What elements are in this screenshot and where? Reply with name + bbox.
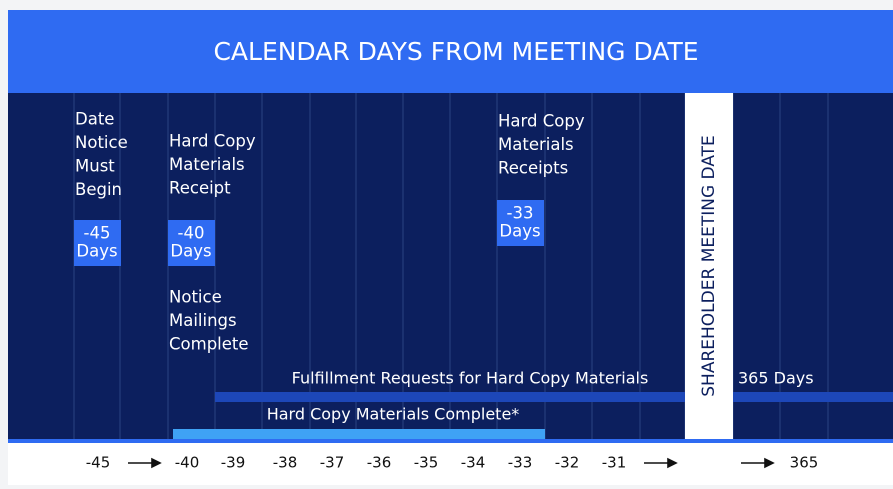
meeting-column [685, 93, 733, 440]
axis-label: -36 [367, 454, 392, 472]
badge-text: Days [170, 242, 211, 261]
axis-label: -45 [86, 454, 111, 472]
fulfillment-bar [215, 392, 685, 402]
bar-end-label: 365 Days [738, 369, 814, 388]
axis-label: -33 [508, 454, 533, 472]
milestone-note: Notice [169, 288, 222, 307]
milestone-note: Mailings [169, 311, 237, 330]
milestone-note: Complete [169, 335, 249, 354]
milestone-text: Notice [75, 133, 128, 152]
baseline [8, 439, 893, 443]
milestone-text: Materials [169, 155, 245, 174]
milestone-text: Receipts [498, 159, 568, 178]
milestone-text: Must [75, 157, 115, 176]
axis-label: -40 [175, 454, 200, 472]
complete-bar [173, 429, 545, 439]
bar-label: Hard Copy Materials Complete* [267, 405, 520, 424]
axis-label: 365 [790, 454, 819, 472]
arrows [128, 457, 775, 469]
milestone-text: Hard Copy [169, 132, 256, 151]
badge-text: Days [76, 242, 117, 261]
axis-label: -35 [414, 454, 439, 472]
axis-label: -34 [461, 454, 486, 472]
badge [74, 220, 121, 266]
axis-label: -37 [320, 454, 345, 472]
milestone-text: Begin [75, 180, 122, 199]
header-title: CALENDAR DAYS FROM MEETING DATE [213, 37, 698, 66]
badge [497, 200, 544, 246]
axis-label: -32 [555, 454, 580, 472]
milestone-text: Receipt [169, 179, 231, 198]
axis-label: -31 [602, 454, 627, 472]
header-bar [8, 10, 893, 93]
meeting-label: SHAREHOLDER MEETING DATE [699, 135, 719, 397]
badge-text: -45 [84, 224, 111, 243]
axis-band [8, 443, 893, 485]
fulfillment-bar [733, 392, 893, 402]
badge-text: Days [499, 222, 540, 241]
milestone-text: Hard Copy [498, 112, 585, 131]
milestone-text: Materials [498, 135, 574, 154]
axis-label: -39 [221, 454, 246, 472]
milestone-text: Date [75, 110, 114, 129]
badge [168, 220, 215, 266]
axis-label: -38 [273, 454, 298, 472]
bar-label: Fulfillment Requests for Hard Copy Mater… [292, 369, 649, 388]
badge-text: -40 [178, 224, 205, 243]
badge-text: -33 [507, 204, 534, 223]
